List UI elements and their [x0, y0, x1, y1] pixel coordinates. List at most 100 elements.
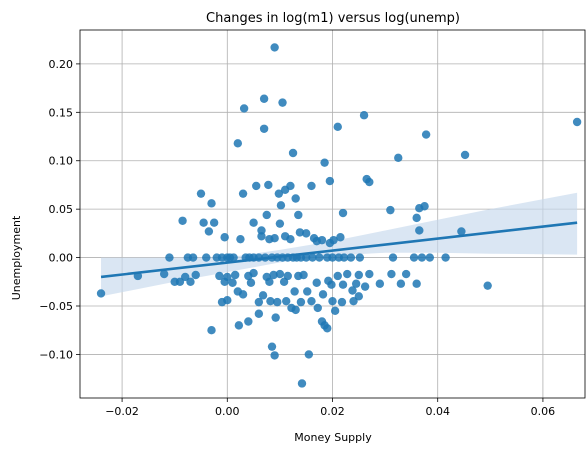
x-tick-label: 0.06 — [531, 405, 556, 418]
data-point — [188, 253, 198, 262]
data-point — [415, 226, 424, 235]
chart-title: Changes in log(m1) versus log(unemp) — [206, 11, 460, 26]
data-point — [276, 201, 286, 210]
data-point — [333, 122, 342, 132]
data-point — [249, 218, 258, 227]
data-point — [460, 150, 470, 160]
data-point — [209, 218, 219, 227]
data-point — [328, 253, 337, 262]
data-point — [387, 269, 396, 279]
data-point — [186, 277, 195, 286]
data-point — [271, 313, 280, 322]
data-point — [323, 324, 332, 333]
data-point — [318, 290, 328, 299]
data-point — [191, 270, 200, 280]
data-point — [375, 279, 385, 288]
data-point — [275, 219, 285, 228]
data-point — [338, 208, 348, 218]
data-point — [252, 181, 261, 191]
data-point — [249, 268, 258, 278]
data-point — [257, 226, 266, 235]
data-point — [313, 303, 322, 313]
x-tick-label: −0.02 — [105, 405, 139, 418]
y-tick-label: 0.20 — [49, 58, 74, 71]
data-point — [338, 280, 348, 289]
data-point — [264, 180, 273, 190]
data-point — [297, 379, 307, 388]
data-point — [354, 270, 364, 280]
data-point — [359, 111, 369, 120]
data-point — [346, 253, 356, 262]
data-point — [409, 253, 419, 262]
data-point — [294, 210, 303, 220]
y-axis-label: Unemployment — [10, 215, 23, 300]
data-point — [339, 253, 349, 262]
data-point — [417, 253, 427, 262]
data-point — [307, 181, 316, 191]
data-point — [295, 228, 305, 237]
data-point — [233, 139, 243, 148]
data-point — [312, 278, 321, 287]
data-point — [274, 189, 284, 198]
data-point — [425, 253, 435, 262]
data-point — [412, 279, 421, 288]
data-point — [254, 297, 264, 307]
data-point — [330, 306, 340, 316]
data-point — [365, 269, 374, 279]
data-point — [317, 235, 327, 245]
data-point — [207, 326, 216, 335]
data-point — [165, 253, 174, 262]
data-point — [178, 216, 187, 225]
data-point — [220, 233, 229, 242]
data-point — [333, 271, 342, 281]
data-point — [244, 317, 253, 326]
y-tick-label: 0.10 — [49, 155, 74, 168]
data-point — [229, 253, 238, 262]
data-point — [207, 199, 216, 208]
data-point — [343, 269, 352, 279]
y-tick-label: −0.05 — [39, 300, 73, 313]
data-point — [421, 130, 431, 139]
data-point — [396, 279, 406, 288]
data-point — [348, 286, 357, 295]
data-point — [354, 292, 364, 301]
data-points — [96, 43, 582, 388]
data-point — [270, 351, 279, 360]
data-point — [328, 296, 337, 306]
data-point — [238, 189, 248, 198]
data-point — [365, 177, 374, 187]
y-tick-label: 0.00 — [49, 252, 74, 265]
data-point — [239, 104, 249, 113]
data-point — [291, 194, 300, 203]
data-point — [204, 227, 214, 236]
data-point — [336, 233, 345, 242]
data-point — [299, 270, 308, 280]
data-point — [337, 297, 347, 307]
data-point — [296, 297, 306, 307]
data-point — [266, 296, 275, 306]
data-point — [351, 279, 361, 288]
data-point — [234, 321, 244, 330]
x-tick-label: 0.04 — [425, 405, 450, 418]
data-point — [273, 297, 282, 307]
data-point — [265, 277, 274, 286]
y-tick-label: −0.10 — [39, 348, 73, 361]
data-point — [282, 296, 291, 306]
data-point — [228, 278, 237, 287]
data-point — [315, 253, 324, 262]
data-point — [196, 189, 206, 198]
data-point — [355, 253, 365, 262]
confidence-band — [101, 192, 578, 297]
data-point — [388, 253, 398, 262]
data-point — [202, 253, 211, 262]
y-tick-label: 0.05 — [49, 203, 74, 216]
data-point — [286, 181, 295, 191]
data-point — [259, 124, 269, 133]
regression-line — [100, 221, 578, 279]
data-point — [215, 271, 224, 281]
data-point — [230, 270, 240, 280]
confidence-band-area — [101, 192, 578, 297]
data-point — [262, 210, 271, 220]
data-point — [325, 176, 335, 186]
data-point — [457, 227, 466, 236]
